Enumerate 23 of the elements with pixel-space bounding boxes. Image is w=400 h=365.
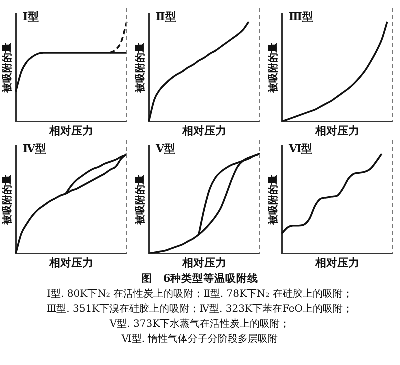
text: Ⅵ型. 惰性气体分子分阶段多层吸附 bbox=[120, 332, 280, 347]
chart-title: Ⅴ型 bbox=[155, 142, 176, 156]
chart-title: Ⅲ型 bbox=[289, 10, 314, 24]
chart-title: Ⅵ型 bbox=[288, 142, 313, 156]
y-axis-title: 被吸附的量 bbox=[2, 174, 14, 226]
text: 图 6种类型等温吸附线 bbox=[140, 272, 260, 287]
y-axis-title: 被吸附的量 bbox=[134, 42, 147, 94]
y-axis-title: 被吸附的量 bbox=[268, 42, 280, 94]
chart-title: Ⅰ型 bbox=[23, 10, 40, 24]
x-axis-title: 相对压力 bbox=[314, 124, 360, 138]
x-axis-title: 相对压力 bbox=[48, 256, 94, 270]
x-axis-title: 相对压力 bbox=[314, 256, 360, 270]
x-axis-title: 相对压力 bbox=[182, 256, 226, 270]
y-axis-title: 被吸附的量 bbox=[134, 174, 147, 226]
text: Ⅰ型. 80K下N₂ 在活性炭上的吸附；Ⅱ型. 78K下N₂ 在硅胶上的吸附； bbox=[46, 288, 354, 302]
text: Ⅲ型. 351K下溴在硅胶上的吸附；Ⅳ型. 323K下苯在FeO上的吸附； bbox=[46, 302, 354, 317]
chart-title: Ⅳ型 bbox=[23, 142, 46, 156]
y-axis-title: 被吸附的量 bbox=[268, 174, 280, 226]
y-axis-title: 被吸附的量 bbox=[2, 42, 14, 94]
x-axis-title: 相对压力 bbox=[48, 124, 94, 138]
text: Ⅴ型. 373K下水蒸气在活性炭上的吸附； bbox=[108, 318, 292, 332]
chart-title: Ⅱ型 bbox=[156, 10, 176, 24]
x-axis-title: 相对压力 bbox=[182, 124, 226, 138]
